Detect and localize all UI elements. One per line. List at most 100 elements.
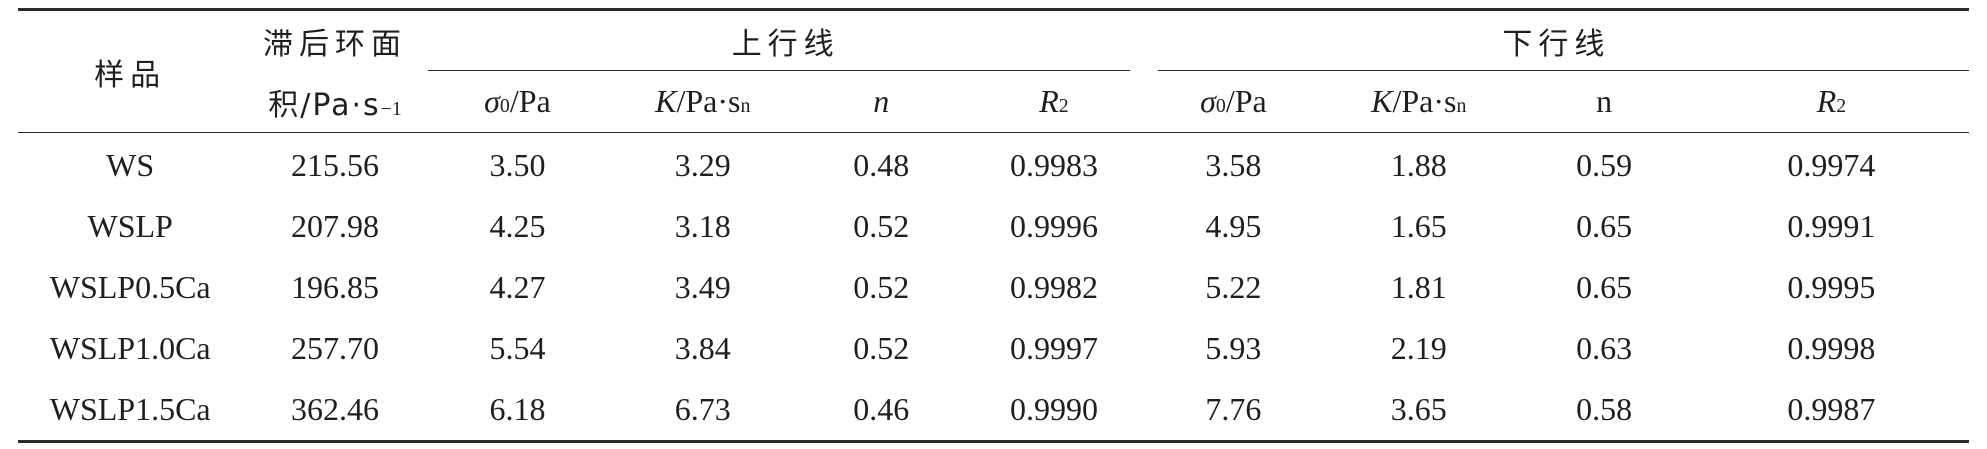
cell-up-n: 0.52: [853, 208, 910, 244]
r-symbol: R: [1039, 83, 1059, 119]
header-sample: 样品: [18, 9, 243, 133]
cell-down-sigma: 4.95: [1205, 208, 1262, 244]
cell-up-n: 0.52: [853, 330, 910, 366]
header-row-1: 样品 滞后环面 上行线 下行线: [18, 9, 1969, 133]
header-down-curve-label: 下行线: [1502, 27, 1611, 62]
header-up-k: K/Pa·sn: [607, 71, 798, 133]
header-hysteresis-top: 滞后环面: [242, 10, 427, 72]
header-up-sigma: σ0/Pa: [428, 71, 607, 133]
sigma-symbol: σ: [484, 83, 500, 119]
header-up-r2: R2: [964, 71, 1143, 133]
cell-sample: WSLP: [87, 208, 173, 244]
cell-down-sigma: 7.76: [1205, 391, 1262, 427]
header-up-curve-label: 上行线: [731, 27, 840, 62]
cell-up-sigma: 6.18: [489, 391, 546, 427]
cell-up-r2: 0.9982: [1009, 269, 1098, 305]
cell-down-k: 2.19: [1390, 330, 1447, 366]
k-sup: n: [740, 95, 751, 117]
table-row: WSLP 207.98 4.25 3.18 0.52 0.9996 4.95 1…: [18, 196, 1969, 257]
table-body: WS 215.56 3.50 3.29 0.48 0.9983 3.58 1.8…: [18, 133, 1969, 442]
table-row: WSLP1.0Ca 257.70 5.54 3.84 0.52 0.9997 5…: [18, 318, 1969, 379]
cell-down-n: 0.63: [1576, 330, 1633, 366]
rheology-table-container: 样品 滞后环面 上行线 下行线 积/Pa·s−1 σ0/Pa K/Pa·sn n…: [18, 8, 1969, 443]
header-hysteresis-line1: 滞后环面: [263, 27, 408, 62]
cell-down-sigma: 3.58: [1205, 147, 1262, 183]
cell-up-k: 3.84: [674, 330, 731, 366]
cell-up-r2: 0.9997: [1009, 330, 1098, 366]
cell-down-k: 1.65: [1390, 208, 1447, 244]
k-unit: /Pa·s: [1392, 83, 1457, 119]
r-sup: 2: [1836, 95, 1847, 117]
cell-down-k: 1.81: [1390, 269, 1447, 305]
sigma-sub: 0: [499, 95, 510, 117]
sigma-unit: /Pa: [509, 83, 551, 119]
table-row: WS 215.56 3.50 3.29 0.48 0.9983 3.58 1.8…: [18, 133, 1969, 197]
r-sup: 2: [1058, 95, 1069, 117]
cell-up-r2: 0.9990: [1009, 391, 1098, 427]
sigma-sub: 0: [1215, 95, 1226, 117]
cell-area: 196.85: [291, 269, 380, 305]
header-up-curve: 上行线: [427, 10, 1144, 71]
sigma-symbol: σ: [1200, 83, 1216, 119]
header-down-r2: R2: [1694, 71, 1969, 133]
cell-down-r2: 0.9974: [1787, 147, 1876, 183]
sigma-unit: /Pa: [1225, 83, 1267, 119]
header-sample-label: 样品: [94, 57, 167, 93]
cell-sample: WS: [106, 147, 155, 183]
down-curve-rule: [1157, 69, 1969, 71]
cell-up-k: 6.73: [674, 391, 731, 427]
cell-down-r2: 0.9995: [1787, 269, 1876, 305]
cell-up-n: 0.46: [853, 391, 910, 427]
cell-up-sigma: 3.50: [489, 147, 546, 183]
cell-down-sigma: 5.22: [1205, 269, 1262, 305]
cell-sample: WSLP0.5Ca: [49, 269, 211, 305]
cell-up-sigma: 4.27: [489, 269, 546, 305]
cell-area: 257.70: [291, 330, 380, 366]
k-symbol: K: [1371, 83, 1393, 119]
up-curve-rule: [427, 69, 1130, 71]
header-down-n: n: [1514, 71, 1693, 133]
cell-up-n: 0.52: [853, 269, 910, 305]
cell-area: 362.46: [291, 391, 380, 427]
cell-down-r2: 0.9991: [1787, 208, 1876, 244]
header-down-curve: 下行线: [1144, 10, 1969, 71]
cell-area: 215.56: [291, 147, 380, 183]
cell-down-k: 1.88: [1390, 147, 1447, 183]
cell-up-sigma: 5.54: [489, 330, 546, 366]
cell-up-r2: 0.9996: [1009, 208, 1098, 244]
cell-down-k: 3.65: [1390, 391, 1447, 427]
header-down-sigma: σ0/Pa: [1144, 71, 1323, 133]
r-symbol: R: [1816, 83, 1837, 119]
header-hysteresis-line2: 积/Pa·s: [268, 87, 381, 123]
n-plain-symbol: n: [1596, 83, 1613, 119]
cell-area: 207.98: [291, 208, 380, 244]
table-row: WSLP0.5Ca 196.85 4.27 3.49 0.52 0.9982 5…: [18, 257, 1969, 318]
cell-up-r2: 0.9983: [1009, 147, 1098, 183]
cell-up-n: 0.48: [853, 147, 910, 183]
cell-sample: WSLP1.5Ca: [49, 391, 211, 427]
table-header: 样品 滞后环面 上行线 下行线 积/Pa·s−1 σ0/Pa K/Pa·sn n…: [18, 9, 1969, 133]
cell-up-k: 3.49: [674, 269, 731, 305]
cell-down-n: 0.59: [1576, 147, 1633, 183]
cell-down-sigma: 5.93: [1205, 330, 1262, 366]
cell-up-sigma: 4.25: [489, 208, 546, 244]
header-up-n: n: [798, 71, 964, 133]
cell-sample: WSLP1.0Ca: [49, 330, 211, 366]
cell-up-k: 3.18: [674, 208, 731, 244]
cell-down-n: 0.65: [1576, 208, 1633, 244]
cell-up-k: 3.29: [674, 147, 731, 183]
k-unit: /Pa·s: [676, 83, 741, 119]
table-row: WSLP1.5Ca 362.46 6.18 6.73 0.46 0.9990 7…: [18, 379, 1969, 442]
header-hysteresis-bottom: 积/Pa·s−1: [242, 71, 427, 133]
cell-down-n: 0.58: [1576, 391, 1633, 427]
k-symbol: K: [655, 83, 677, 119]
n-symbol: n: [873, 83, 890, 119]
header-down-k: K/Pa·sn: [1323, 71, 1514, 133]
cell-down-r2: 0.9998: [1787, 330, 1876, 366]
header-row-2: 积/Pa·s−1 σ0/Pa K/Pa·sn n R2 σ0/Pa K/Pa·s…: [18, 71, 1969, 133]
cell-down-r2: 0.9987: [1787, 391, 1876, 427]
k-sup: n: [1456, 95, 1467, 117]
cell-down-n: 0.65: [1576, 269, 1633, 305]
rheology-parameter-table: 样品 滞后环面 上行线 下行线 积/Pa·s−1 σ0/Pa K/Pa·sn n…: [18, 8, 1969, 443]
header-hysteresis-sup: −1: [380, 97, 402, 120]
